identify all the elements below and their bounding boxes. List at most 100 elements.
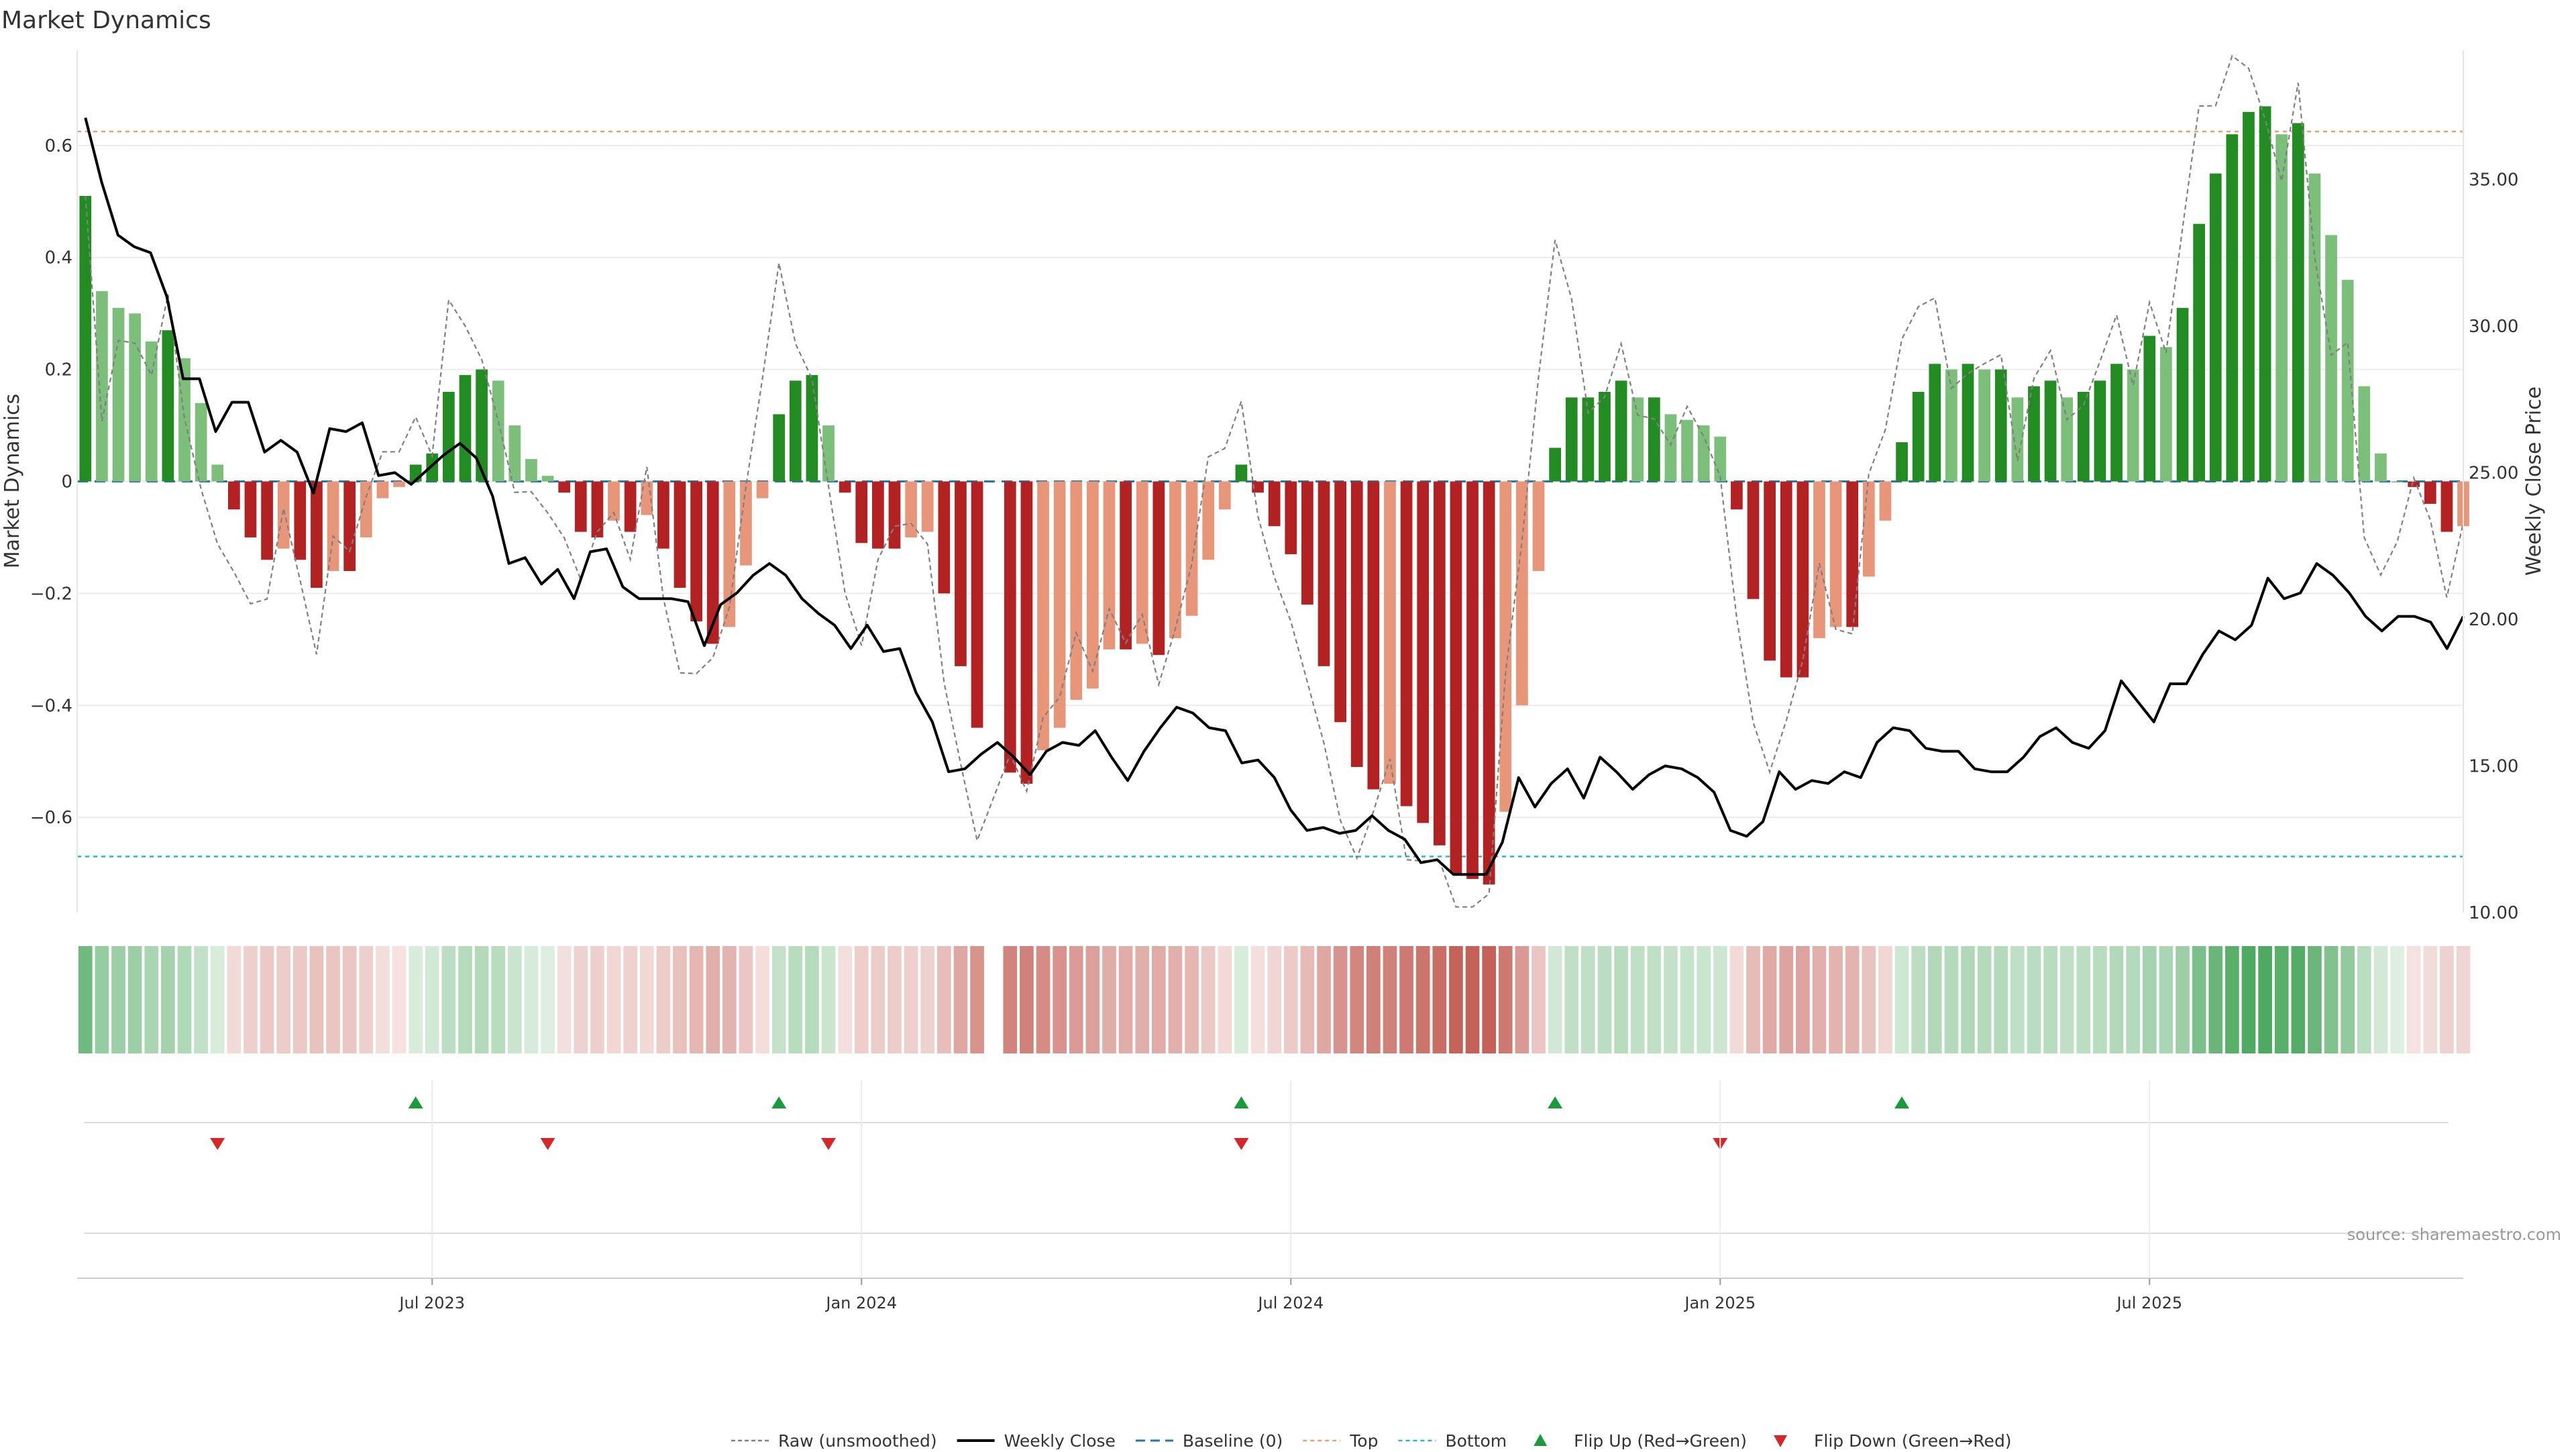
y-right-tick-label: 35.00	[2469, 170, 2518, 190]
heat-cell	[2241, 946, 2256, 1053]
heat-cell	[2225, 946, 2239, 1053]
bar	[1532, 481, 1545, 572]
heat-cell	[1333, 946, 1348, 1053]
heat-cell	[276, 946, 291, 1053]
heat-cell	[359, 946, 374, 1053]
heat-cell	[1977, 946, 1992, 1053]
bar	[360, 481, 372, 537]
flip-up-marker	[771, 1096, 787, 1108]
legend-flip-down-swatch	[1774, 1435, 1788, 1447]
bar	[1549, 448, 1561, 482]
bar	[277, 481, 290, 549]
bar	[2077, 391, 2090, 482]
raw-series-line	[85, 54, 2465, 908]
bar	[426, 453, 439, 482]
bar	[376, 481, 389, 499]
heat-cell	[2291, 946, 2306, 1053]
bar	[558, 481, 571, 493]
legend-flip-up-swatch	[1534, 1434, 1548, 1446]
heat-cell	[1630, 946, 1645, 1053]
bar	[574, 481, 587, 532]
heat-cell	[441, 946, 456, 1053]
heat-cell	[2440, 946, 2454, 1053]
heat-cell	[1829, 946, 1843, 1053]
legend-item-price: Weekly Close	[957, 1431, 1116, 1451]
heat-cell	[1399, 946, 1413, 1053]
bar	[1945, 369, 1957, 482]
bar	[1218, 481, 1231, 510]
bar	[476, 369, 488, 482]
heat-cell	[392, 946, 407, 1053]
heat-cell	[871, 946, 885, 1053]
bar	[2226, 134, 2239, 482]
bar	[343, 481, 356, 572]
heat-cell	[1762, 946, 1777, 1053]
bar	[1499, 481, 1512, 812]
bar	[773, 414, 786, 482]
y-left-tick-label: 0.2	[45, 360, 72, 380]
bar	[2011, 397, 2024, 482]
heat-cell	[639, 946, 654, 1053]
heat-cell	[788, 946, 803, 1053]
bar	[855, 481, 868, 543]
bar	[129, 313, 142, 482]
bar	[1466, 481, 1479, 879]
heat-cell	[821, 946, 836, 1053]
bar	[1136, 481, 1148, 644]
bar	[1185, 481, 1198, 616]
heat-cell	[1185, 946, 1199, 1053]
bar	[1929, 364, 1941, 482]
heat-cell	[2159, 946, 2174, 1053]
bar	[1879, 481, 1892, 521]
bar	[1037, 481, 1049, 751]
heat-cell	[2208, 946, 2223, 1053]
bar	[1400, 481, 1413, 807]
bar	[1004, 481, 1016, 773]
bar	[2408, 481, 2420, 487]
bar	[822, 425, 835, 482]
heat-cell	[342, 946, 357, 1053]
heat-cell	[2093, 946, 2107, 1053]
heat-cell	[2456, 946, 2471, 1053]
heat-cell	[2324, 946, 2339, 1053]
heat-cell	[1548, 946, 1562, 1053]
heat-cell	[2258, 946, 2272, 1053]
heat-cell	[1415, 946, 1430, 1053]
y-right-tick-label: 30.00	[2469, 317, 2518, 337]
heat-cell	[507, 946, 522, 1053]
flip-up-marker	[1234, 1096, 1249, 1108]
bar	[2176, 307, 2189, 482]
bar	[1714, 436, 1727, 482]
heat-cell	[376, 946, 390, 1053]
heat-cell	[2274, 946, 2289, 1053]
bar	[1764, 481, 1776, 661]
y-right-tick-label: 25.00	[2469, 463, 2518, 483]
bar	[1681, 419, 1693, 482]
heat-cell	[2027, 946, 2041, 1053]
bar	[2193, 223, 2206, 482]
bar	[145, 341, 158, 482]
bar	[641, 481, 653, 515]
heat-cell	[557, 946, 572, 1053]
bar	[723, 481, 736, 627]
bar	[839, 481, 851, 493]
legend-item-baseline: Baseline (0)	[1135, 1431, 1283, 1451]
heat-cell	[623, 946, 637, 1053]
heat-cell	[1564, 946, 1579, 1053]
heat-cell	[1597, 946, 1612, 1053]
bar	[1978, 369, 1990, 482]
bar	[211, 464, 224, 482]
regime-heat-strip	[78, 946, 2471, 1053]
bar	[2275, 134, 2288, 482]
bar	[1829, 481, 1842, 627]
bar	[492, 380, 504, 482]
legend-label: Bottom	[1445, 1431, 1507, 1449]
bar	[2061, 397, 2074, 482]
heat-cell	[2341, 946, 2355, 1053]
heat-cell	[2176, 946, 2190, 1053]
y-axis-left-label: Market Dynamics	[1, 394, 24, 569]
bar	[1994, 369, 2007, 482]
heat-cell	[95, 946, 109, 1053]
heat-cell	[722, 946, 737, 1053]
